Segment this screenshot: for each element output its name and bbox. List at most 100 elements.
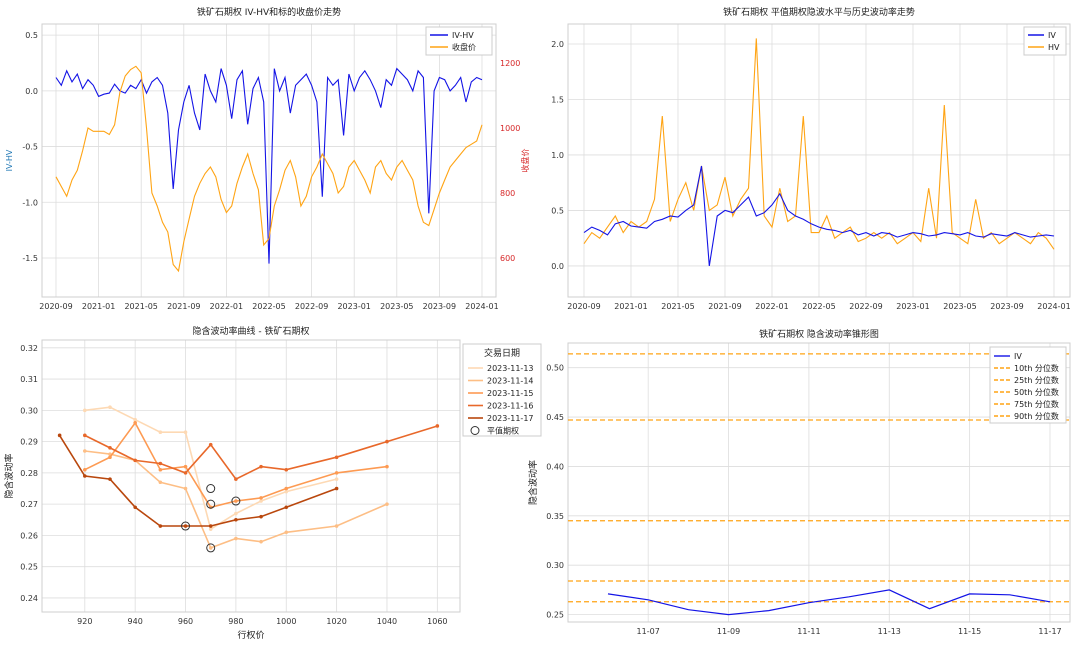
smile-point: [284, 467, 289, 472]
x-tick-label: 2022-09: [849, 302, 882, 311]
x-tick-label: 11-09: [717, 627, 740, 636]
y-tick-label: 0.24: [20, 594, 38, 603]
smile-point: [133, 421, 137, 425]
x-tick-label: 11-13: [878, 627, 901, 636]
legend: [425, 26, 493, 56]
y-tick-label: 0.25: [20, 563, 38, 572]
x-tick-label: 2023-05: [380, 302, 413, 311]
smile-point: [108, 455, 112, 460]
smile-point: [158, 524, 163, 528]
x-tick-label: 11-15: [958, 627, 981, 636]
smile-point: [158, 467, 163, 472]
smile-line-2023-11-13: [84, 406, 337, 531]
x-axis-label: 行权价: [237, 629, 264, 641]
x-tick-label: 2022-09: [295, 302, 328, 311]
chart-iv-hv-price: 铁矿石期权 IV-HV和标的收盘价走势 2020-09 2021-01 2021-05…: [5, 6, 530, 311]
smile-point: [57, 433, 62, 438]
smile-point: [208, 546, 213, 550]
plot-frame: [567, 342, 1071, 623]
plot-frame: [41, 23, 497, 298]
smile-point: [435, 424, 440, 428]
smile-point: [83, 408, 87, 413]
atm-marker: [206, 543, 216, 553]
smile-point: [183, 486, 188, 491]
legend-label: 2023-11-15: [487, 389, 534, 398]
x-tick-label: 11-17: [1038, 627, 1061, 636]
smile-point: [284, 489, 289, 494]
y-tick-label: -1.0: [22, 198, 38, 207]
smile-point: [259, 499, 263, 503]
legend-label: 10th 分位数: [1014, 363, 1059, 373]
smile-point: [108, 405, 112, 410]
smile-point: [158, 461, 163, 466]
legend-label: 2023-11-13: [487, 364, 534, 373]
smile-point: [208, 524, 213, 528]
smile-point: [133, 458, 137, 463]
smile-point: [158, 430, 163, 435]
smile-point: [385, 439, 389, 444]
legend-label: 收盘价: [452, 42, 476, 52]
chart-title: 铁矿石期权 隐含波动率锥形图: [759, 328, 879, 340]
x-tick-label: 980: [228, 617, 243, 626]
smile-point: [83, 433, 87, 438]
legend: [1023, 26, 1067, 56]
y-tick-label: 1.0: [551, 151, 564, 160]
y-tick-label: 0.31: [20, 375, 38, 384]
legend-label: IV: [1014, 352, 1022, 361]
smile-point: [234, 536, 238, 541]
y-tick-label: 0.32: [20, 344, 38, 353]
x-tick-label: 2021-05: [661, 302, 694, 311]
y-tick-label: 1.5: [551, 95, 564, 104]
smile-point: [234, 477, 238, 481]
x-tick-label: 1040: [377, 617, 397, 626]
smile-point: [183, 430, 188, 435]
x-tick-label: 2021-05: [124, 302, 157, 311]
x-tick-label: 2023-01: [337, 302, 370, 311]
y-tick-label: 0.5: [25, 31, 38, 40]
chart-iv-cone: 铁矿石期权 隐含波动率锥形图 11-07 11-09 11-11 11-13 11-15 1…: [527, 328, 1071, 636]
y-tick-label: 0.25: [546, 611, 564, 620]
smile-point: [234, 511, 238, 516]
y-tick-label: 0.5: [551, 206, 564, 215]
x-tick-label: 2023-09: [423, 302, 456, 311]
y-axis-label: IV-HV: [5, 149, 14, 171]
legend-label: 平值期权: [487, 426, 519, 436]
x-tick-label: 2022-01: [210, 302, 243, 311]
x-tick-label: 2021-01: [82, 302, 115, 311]
smile-point: [133, 417, 137, 422]
series-line-price: [55, 65, 483, 273]
y-tick-label: 0.50: [546, 364, 564, 373]
y-tick-label: 0.35: [546, 512, 564, 521]
y2-tick-label: 600: [500, 254, 515, 263]
smile-point: [259, 496, 263, 500]
x-tick-label: 2021-09: [167, 302, 200, 311]
x-tick-label: 2022-01: [755, 302, 788, 311]
x-tick-label: 11-11: [797, 627, 820, 636]
chart-title: 铁矿石期权 IV-HV和标的收盘价走势: [197, 6, 341, 18]
x-tick-label: 2023-09: [990, 302, 1023, 311]
smile-point: [183, 471, 188, 475]
smile-point: [208, 527, 213, 531]
smile-point: [284, 486, 289, 491]
y-tick-label: 0.28: [20, 469, 38, 478]
smile-point: [259, 514, 263, 519]
legend-label: IV: [1048, 31, 1056, 40]
smile-point: [108, 446, 112, 450]
y-tick-label: 0.40: [546, 462, 564, 471]
chart-title: 隐含波动率曲线 - 铁矿石期权: [193, 325, 310, 337]
y2-tick-label: 800: [500, 189, 515, 198]
x-tick-label: 2024-01: [465, 302, 498, 311]
smile-point: [259, 464, 263, 469]
x-tick-label: 11-07: [637, 627, 660, 636]
iv-line: [607, 589, 1051, 616]
smile-point: [183, 524, 188, 528]
y-tick-label: -1.5: [22, 254, 38, 263]
smile-point: [83, 474, 87, 478]
y-tick-label: 0.0: [551, 262, 564, 271]
y-tick-label: 0.26: [20, 531, 38, 540]
chart-iv-smile: 隐含波动率曲线 - 铁矿石期权 920 940 960 980 1000 1020 1040 1…: [3, 325, 542, 641]
smile-point: [133, 505, 137, 510]
legend-label: HV: [1048, 43, 1060, 52]
smile-point: [334, 524, 339, 528]
y-tick-label: 0.29: [20, 438, 38, 447]
